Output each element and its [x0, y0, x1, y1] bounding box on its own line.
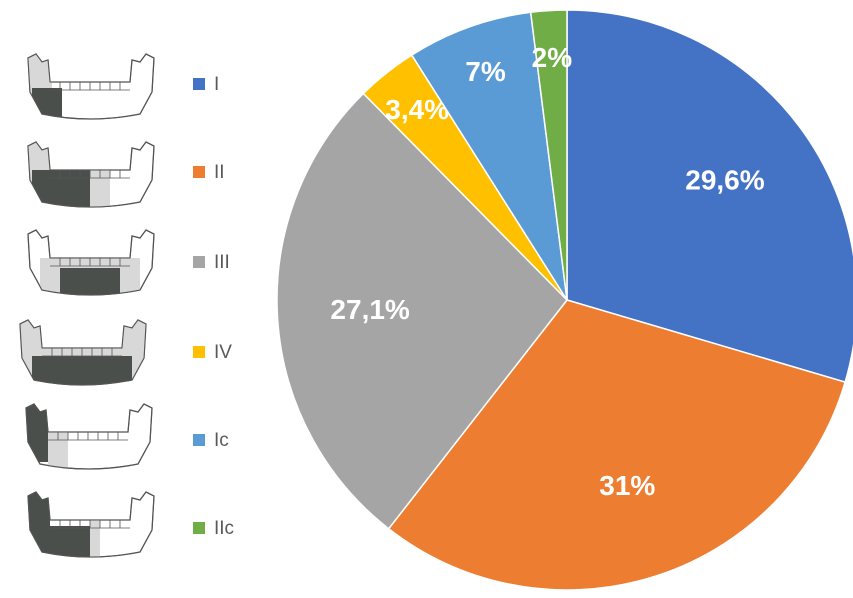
- legend-swatch: [193, 522, 205, 534]
- legend-swatch: [193, 256, 205, 268]
- legend-swatch: [193, 166, 205, 178]
- legend-label: IV: [214, 342, 232, 363]
- mandible-icon: [20, 490, 154, 570]
- legend-label: IIc: [214, 518, 234, 539]
- mandible-icons: [12, 52, 154, 570]
- legend-label: II: [214, 162, 225, 183]
- legend-label: I: [214, 74, 219, 95]
- mandible-icon: [12, 318, 152, 398]
- mandible-icon: [20, 140, 154, 220]
- legend-swatch: [193, 434, 205, 446]
- mandible-icon: [18, 402, 152, 472]
- data-label: 27,1%: [330, 294, 409, 325]
- mandible-icon: [28, 230, 154, 298]
- data-label: 29,6%: [685, 164, 764, 195]
- data-label: 2%: [532, 42, 573, 73]
- legend-label: III: [214, 252, 230, 273]
- data-label: 31%: [599, 470, 655, 501]
- legend-swatch: [193, 78, 205, 90]
- legend-label: Ic: [214, 430, 229, 451]
- mandible-icon: [20, 52, 154, 132]
- data-label: 7%: [465, 56, 506, 87]
- legend-swatch: [193, 346, 205, 358]
- chart: IIIIIIIVIcIIc29,6%31%27,1%3,4%7%2%: [0, 0, 853, 598]
